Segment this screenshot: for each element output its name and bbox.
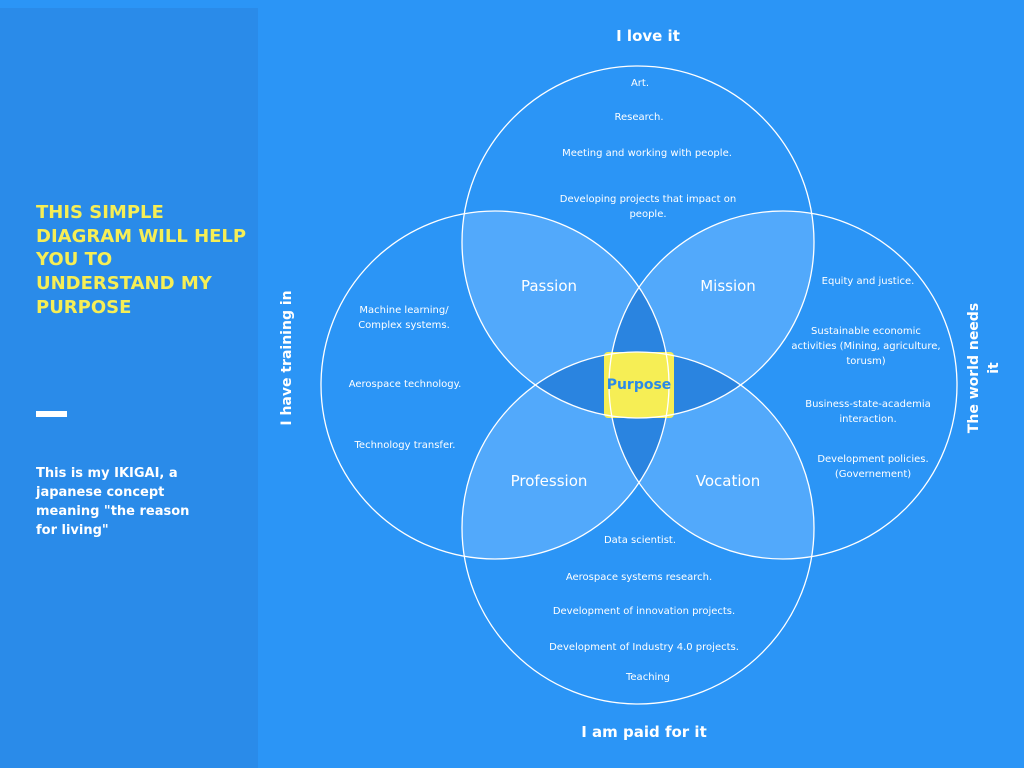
zone-profession: Profession: [510, 472, 588, 490]
world-item: Business-state-academia interaction.: [805, 399, 931, 425]
training-item: Technology transfer.: [354, 440, 456, 451]
zone-vocation: Vocation: [695, 472, 761, 490]
training-item: Machine learning/ Complex systems.: [358, 305, 450, 331]
paid-item: Teaching: [626, 672, 670, 683]
zone-passion: Passion: [520, 277, 578, 295]
sidebar-description: This is my IKIGAI, a japanese concept me…: [36, 466, 190, 538]
sidebar-divider: [36, 411, 67, 417]
circle-love: [461, 65, 815, 419]
love-item: Art.: [630, 78, 650, 89]
love-item: Research.: [614, 112, 664, 123]
love-item: Developing projects that impact on peopl…: [559, 194, 737, 220]
label-i-love-it: I love it: [616, 27, 680, 45]
training-item: Aerospace technology.: [348, 379, 462, 390]
label-i-have-training-in: I have training in: [279, 290, 295, 426]
sidebar: [0, 8, 258, 768]
circle-training: [320, 210, 670, 560]
label-i-am-paid-for-it: I am paid for it: [581, 723, 707, 741]
world-item: Sustainable economic activities (Mining,…: [791, 326, 941, 367]
paid-item: Development of Industry 4.0 projects.: [549, 642, 739, 653]
world-item: Development policies. (Governement): [817, 454, 929, 480]
world-item: Equity and justice.: [821, 276, 915, 287]
circle-paid: [461, 351, 815, 705]
circle-world: [608, 210, 958, 560]
zone-mission: Mission: [700, 277, 756, 295]
label-the-world-needs-it: The world needs it: [966, 302, 1002, 434]
sidebar-title: THIS SIMPLE DIAGRAM WILL HELP YOU TO UND…: [36, 202, 247, 318]
paid-item: Aerospace systems research.: [565, 572, 713, 583]
purpose-highlight: [604, 352, 674, 418]
paid-item: Data scientist.: [603, 535, 677, 546]
love-item: Meeting and working with people.: [562, 148, 732, 159]
paid-item: Development of innovation projects.: [552, 606, 736, 617]
zone-purpose: Purpose: [606, 377, 672, 393]
